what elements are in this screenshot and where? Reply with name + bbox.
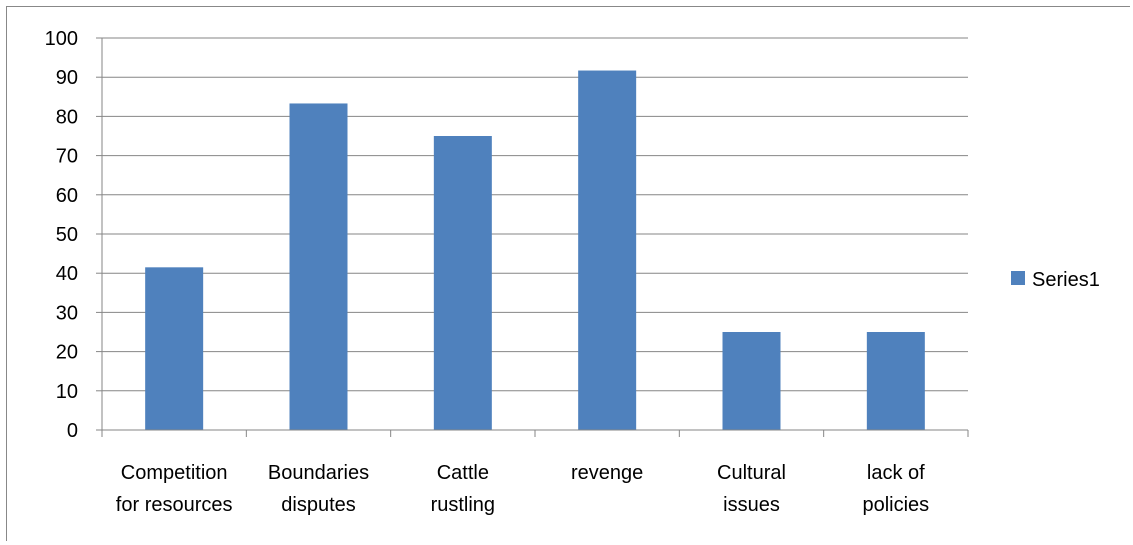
- x-tick-labels: Competition for resources Boundaries disput…: [116, 462, 929, 516]
- axes: [96, 37, 969, 437]
- legend-label-series1: Series1: [1032, 269, 1100, 291]
- bar-0: [145, 267, 204, 430]
- y-tick-label: 60: [56, 185, 78, 207]
- gridlines: [102, 37, 968, 392]
- y-tick-label: 0: [67, 420, 78, 442]
- bar-5: [866, 332, 925, 430]
- x-tick-label: Cattle rustling: [431, 462, 495, 516]
- y-tick-label: 10: [56, 381, 78, 403]
- y-tick-labels: 0 10 20 30 40 50 60 70 80 90 100: [45, 28, 78, 442]
- y-tick-label: 20: [56, 342, 78, 364]
- x-tick-label: Competition for resources: [116, 462, 233, 516]
- bar-3: [578, 70, 637, 430]
- y-tick-label: 70: [56, 146, 78, 168]
- bar-1: [289, 103, 348, 431]
- x-tick-label: Boundaries disputes: [268, 462, 369, 516]
- bar-4: [722, 332, 781, 430]
- y-tick-label: 50: [56, 224, 78, 246]
- y-tick-label: 80: [56, 106, 78, 128]
- y-tick-label: 40: [56, 263, 78, 285]
- x-tick-label: Cultural issues: [717, 462, 786, 516]
- legend-swatch-series1: [1011, 271, 1025, 285]
- y-tick-label: 100: [45, 28, 78, 50]
- x-tick-label: revenge: [571, 462, 643, 484]
- y-tick-label: 30: [56, 302, 78, 324]
- bar-2: [433, 136, 492, 430]
- bars: [145, 70, 925, 431]
- x-tick-label: lack of policies: [862, 462, 929, 516]
- legend: Series1: [1011, 269, 1100, 291]
- y-tick-label: 90: [56, 67, 78, 89]
